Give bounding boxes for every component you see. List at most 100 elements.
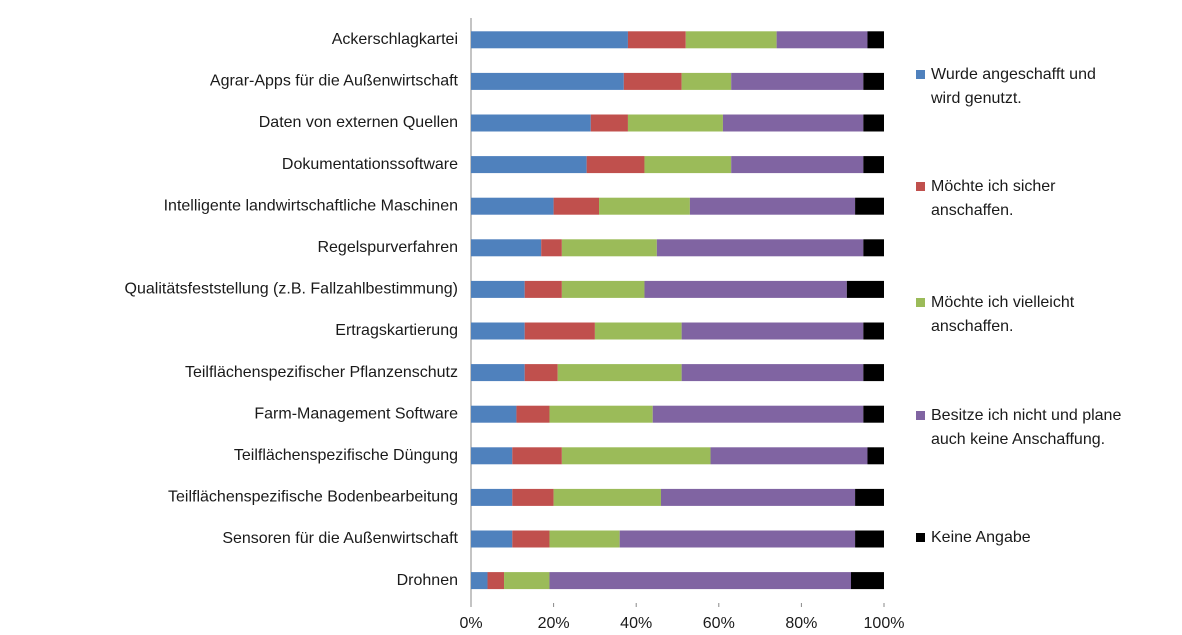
bar-segment <box>863 72 884 90</box>
bar-segment <box>471 280 525 298</box>
bar-segment <box>504 572 550 590</box>
y-tick-label: Ertragskartierung <box>335 322 458 339</box>
bar-segment <box>471 405 517 423</box>
bar-segment <box>471 530 513 548</box>
bar-segment <box>863 322 884 340</box>
legend-swatch <box>916 182 925 191</box>
bar-segment <box>660 488 856 506</box>
bar-segment <box>512 488 554 506</box>
bar-segment <box>681 72 732 90</box>
bar-segment <box>599 197 690 215</box>
y-tick-label: Drohnen <box>397 572 458 589</box>
bar-segment <box>850 572 884 590</box>
bar-segment <box>524 364 558 382</box>
bar-segment <box>549 572 851 590</box>
bar-segment <box>586 156 645 174</box>
x-tick-label: 40% <box>620 615 652 632</box>
bar-segment <box>471 72 624 90</box>
legend-label: Möchte ich sicher anschaffen. <box>931 178 1060 219</box>
bar-segment <box>855 488 884 506</box>
bar-segment <box>561 239 657 257</box>
y-tick-label: Sensoren für die Außenwirtschaft <box>222 530 458 547</box>
bar-segment <box>524 280 562 298</box>
bar-segment <box>627 31 686 49</box>
bar-segment <box>627 114 723 132</box>
y-tick-label: Agrar-Apps für die Außenwirtschaft <box>210 73 459 90</box>
bar-segment <box>471 447 513 465</box>
y-tick-label: Intelligente landwirtschaftliche Maschin… <box>164 197 458 214</box>
bar-segment <box>541 239 562 257</box>
bar-segment <box>689 197 856 215</box>
bar-segment <box>549 530 620 548</box>
bar-segment <box>867 447 884 465</box>
legend-swatch <box>916 411 925 420</box>
bar-segment <box>594 322 682 340</box>
bar-segment <box>557 364 682 382</box>
y-tick-label: Teilflächenspezifischer Pflanzenschutz <box>185 364 458 381</box>
legend-label: Möchte ich vielleicht anschaffen. <box>931 294 1079 335</box>
y-tick-label: Farm-Management Software <box>254 405 458 422</box>
y-tick-label: Teilflächenspezifische Düngung <box>234 447 458 464</box>
y-tick-label: Daten von externen Quellen <box>259 114 458 131</box>
legend-label: Wurde angeschafft und wird genutzt. <box>930 66 1100 107</box>
x-tick-label: 20% <box>538 615 570 632</box>
bar-segment <box>644 280 847 298</box>
bar-segment <box>855 530 884 548</box>
bar-segment <box>731 72 864 90</box>
legend-label: Besitze ich nicht und plane auch keine A… <box>931 407 1126 448</box>
legend-label: Keine Angabe <box>931 529 1031 546</box>
bar-segment <box>524 322 595 340</box>
bar-segment <box>471 364 525 382</box>
bar-segment <box>471 322 525 340</box>
bar-segment <box>516 405 550 423</box>
bar-segment <box>471 114 591 132</box>
bar-segment <box>487 572 505 590</box>
bar-segment <box>619 530 856 548</box>
bar-segment <box>471 156 587 174</box>
bar-segment <box>656 239 864 257</box>
bar-segment <box>776 31 868 49</box>
bar-segment <box>471 239 542 257</box>
bar-segment <box>681 364 864 382</box>
bar-segment <box>722 114 864 132</box>
bar-segment <box>855 197 884 215</box>
bar-segment <box>652 405 864 423</box>
bar-segment <box>846 280 884 298</box>
bar-segment <box>863 405 884 423</box>
bar-segment <box>561 447 711 465</box>
bar-segment <box>863 239 884 257</box>
bar-segment <box>685 31 777 49</box>
bar-segment <box>471 197 554 215</box>
x-tick-label: 60% <box>703 615 735 632</box>
bar-segment <box>623 72 682 90</box>
bar-segment <box>561 280 645 298</box>
bar-segment <box>731 156 864 174</box>
legend-swatch <box>916 70 925 79</box>
bar-segment <box>590 114 628 132</box>
bar-segment <box>512 530 550 548</box>
bar-segment <box>471 572 488 590</box>
bar-segment <box>867 31 884 49</box>
x-tick-label: 0% <box>459 615 482 632</box>
bar-segment <box>512 447 562 465</box>
bar-segment <box>863 364 884 382</box>
bar-segment <box>863 156 884 174</box>
bar-segment <box>863 114 884 132</box>
y-tick-label: Regelspurverfahren <box>317 239 458 256</box>
x-tick-label: 80% <box>785 615 817 632</box>
bar-segment <box>553 197 600 215</box>
x-tick-label: 100% <box>864 615 905 632</box>
bar-segment <box>549 405 653 423</box>
legend-swatch <box>916 533 925 542</box>
bar-segment <box>681 322 864 340</box>
legend-swatch <box>916 298 925 307</box>
bar-segment <box>644 156 732 174</box>
y-tick-label: Ackerschlagkartei <box>332 31 458 48</box>
bar-segment <box>471 31 628 49</box>
bar-segment <box>710 447 868 465</box>
y-tick-label: Teilflächenspezifische Bodenbearbeitung <box>168 489 458 506</box>
y-tick-label: Dokumentationssoftware <box>282 156 458 173</box>
y-tick-label: Qualitätsfeststellung (z.B. Fallzahlbest… <box>125 281 458 298</box>
bar-segment <box>553 488 661 506</box>
